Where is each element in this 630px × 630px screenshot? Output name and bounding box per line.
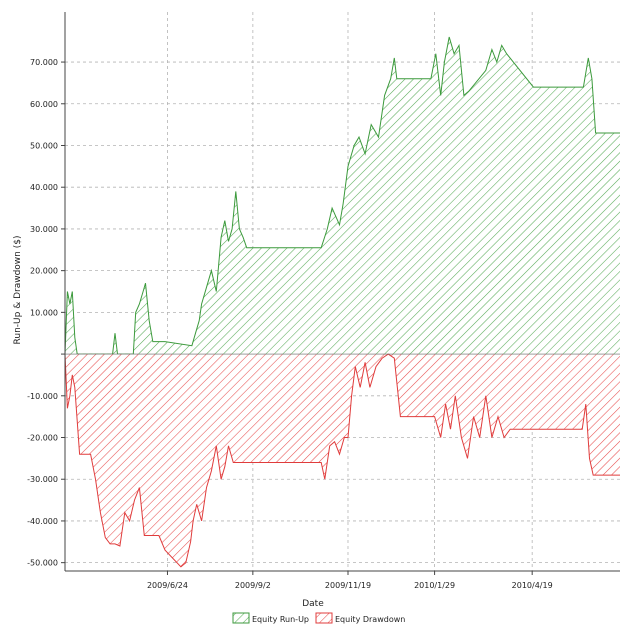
x-ticks: 2009/6/24 2009/9/2 2009/11/19 2010/1/29 2010… (147, 571, 553, 590)
y-tick-label: 30.000 (30, 225, 58, 234)
plot-area (64, 36, 620, 568)
legend-swatch-drawdown (315, 612, 333, 624)
y-tick-label: 10.000 (30, 308, 58, 317)
x-tick-label: 2009/6/24 (147, 581, 188, 590)
y-ticks: -50.000 -40.000 -30.000 -20.000 -10.000 10.00… (27, 58, 65, 568)
legend-item-run-up[interactable]: Equity Run-Up (232, 612, 309, 624)
y-axis-title: Run-Up & Drawdown ($) (13, 236, 23, 345)
drawdown-area (65, 354, 620, 567)
x-axis-title: Date (302, 599, 324, 609)
y-tick-label: 40.000 (30, 183, 58, 192)
run-up-area (65, 37, 620, 355)
y-tick-label: 50.000 (30, 141, 58, 150)
drawdown-line (64, 353, 620, 568)
x-tick-label: 2010/1/29 (414, 581, 455, 590)
x-tick-label: 2009/11/19 (325, 581, 371, 590)
x-tick-label: 2010/4/19 (512, 581, 553, 590)
legend: Equity Run-Up Equity Drawdown (232, 612, 405, 624)
legend-label-run-up: Equity Run-Up (252, 615, 309, 624)
legend-swatch-run-up (232, 612, 250, 624)
y-tick-label: -40.000 (27, 517, 58, 526)
y-tick-label: -20.000 (27, 434, 58, 443)
axes (64, 12, 620, 572)
run-up-line (64, 36, 620, 355)
legend-label-drawdown: Equity Drawdown (335, 615, 405, 624)
y-tick-label: -10.000 (27, 392, 58, 401)
y-tick-label: 70.000 (30, 58, 58, 67)
y-tick-label: -50.000 (27, 559, 58, 568)
y-tick-label: 20.000 (30, 267, 58, 276)
y-tick-label: 60.000 (30, 100, 58, 109)
x-tick-label: 2009/9/2 (235, 581, 271, 590)
y-tick-label: -30.000 (27, 475, 58, 484)
legend-item-drawdown[interactable]: Equity Drawdown (315, 612, 405, 624)
